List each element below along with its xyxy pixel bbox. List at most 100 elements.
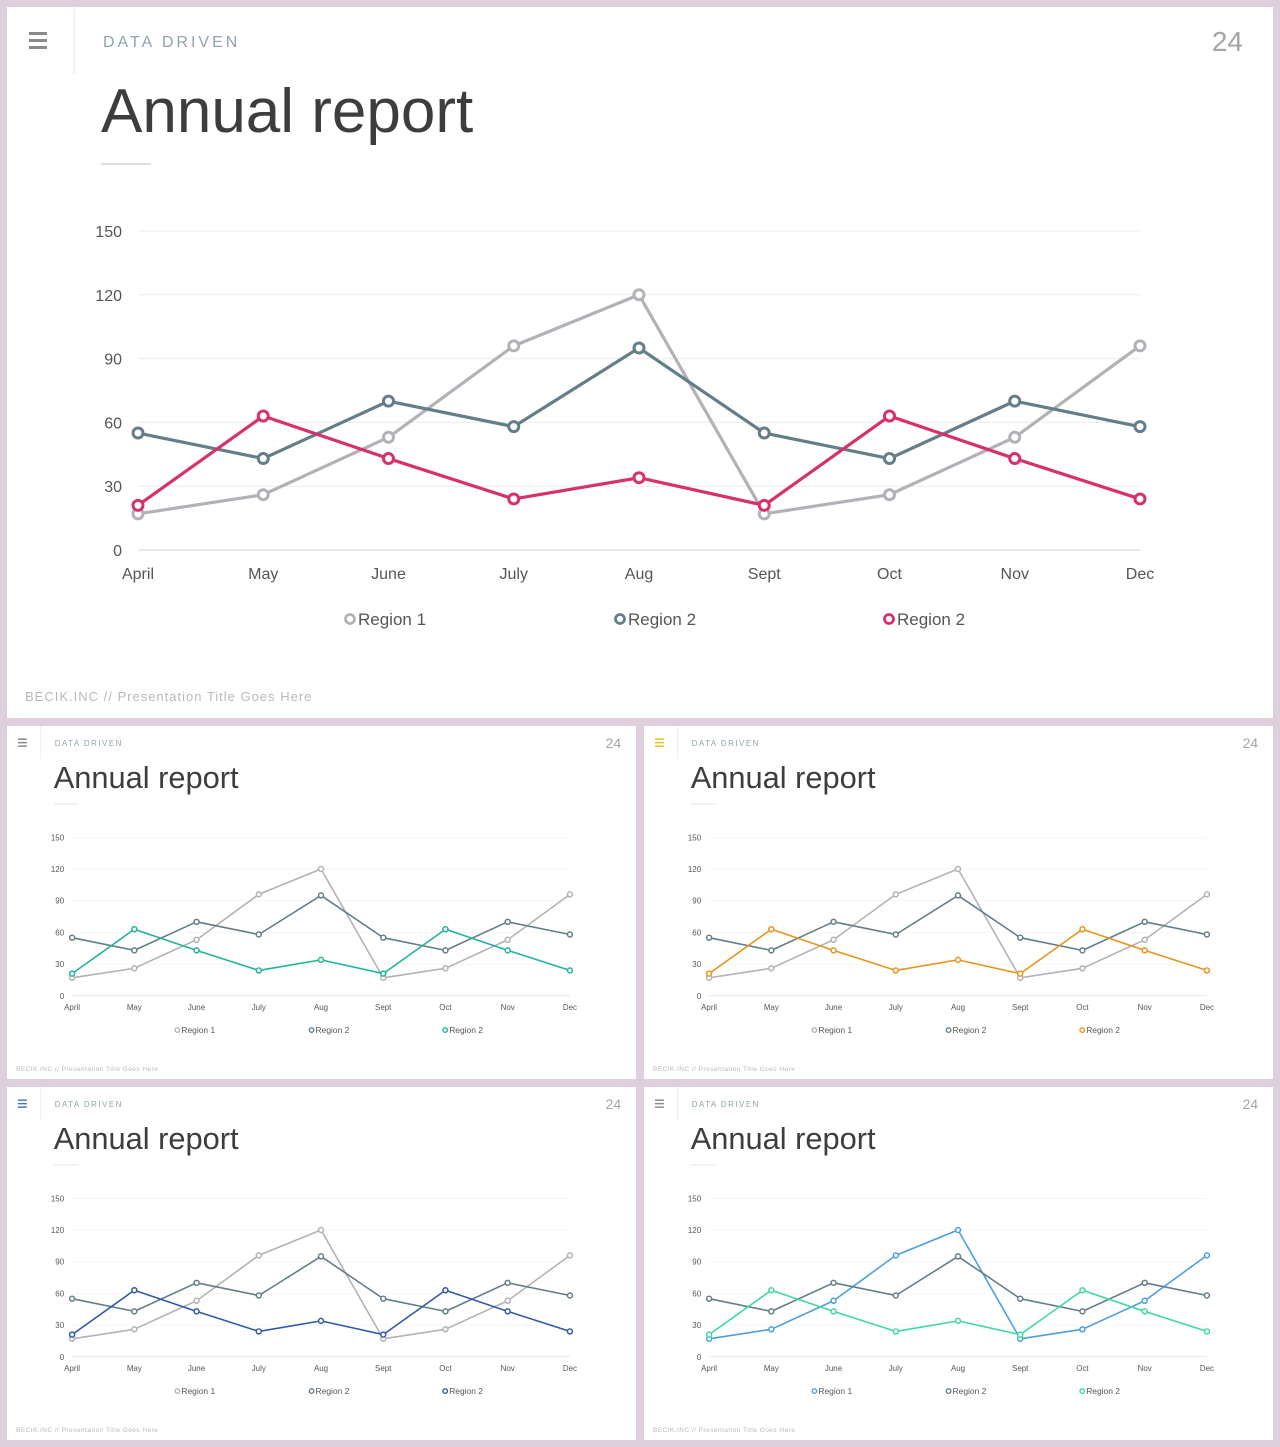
data-point [317, 892, 325, 899]
data-point [1079, 947, 1086, 954]
data-point [255, 1328, 263, 1335]
legend-label: Region 1 [181, 1025, 215, 1035]
series-line [71, 928, 571, 975]
data-point [1141, 918, 1148, 926]
data-point [193, 936, 200, 944]
x-tick-label: Aug [951, 1364, 965, 1373]
slide-thumb-2[interactable]: DATA DRIVEN 24 Annual report BECIK.INC // P… [644, 726, 1273, 1079]
data-point [193, 1308, 200, 1315]
legend-marker [1079, 1388, 1086, 1394]
menu-icon[interactable] [654, 738, 664, 747]
chart-grid: 0 30 60 90 120 150 [688, 1194, 1207, 1362]
x-tick-label: April [64, 1003, 80, 1012]
series-2 [68, 1253, 574, 1315]
legend-label: Region 2 [316, 1025, 350, 1035]
series-line [708, 1289, 1208, 1336]
menu-icon-bar [654, 745, 664, 747]
y-tick-label: 120 [688, 865, 702, 874]
x-tick-label: June [188, 1003, 206, 1012]
x-tick-label: May [127, 1003, 142, 1012]
y-tick-label: 30 [55, 1321, 64, 1330]
legend-circle-icon [344, 613, 356, 625]
legend-label: Region 2 [897, 610, 965, 629]
y-tick-label: 30 [692, 1321, 701, 1330]
menu-icon-bar [654, 1099, 664, 1101]
data-point [504, 947, 511, 954]
menu-icon-bar [654, 738, 664, 740]
y-tick-label: 120 [95, 288, 122, 305]
page-number: 24 [1212, 26, 1243, 57]
legend-marker [174, 1388, 181, 1394]
data-point [1133, 339, 1147, 353]
data-point [892, 931, 900, 938]
legend-circle-icon [1079, 1027, 1086, 1033]
page-title: Annual report [54, 1121, 239, 1156]
x-tick-label: July [889, 1364, 903, 1373]
y-tick-label: 30 [104, 479, 122, 496]
data-point [566, 1292, 574, 1299]
page-number: 24 [606, 735, 622, 751]
x-tick-label: Sept [1012, 1003, 1029, 1012]
data-point [1141, 947, 1148, 954]
x-tick-label: Sept [375, 1003, 392, 1012]
data-point [632, 288, 646, 302]
data-point [883, 452, 896, 466]
y-tick-label: 90 [692, 1258, 701, 1267]
data-point [1008, 430, 1022, 444]
y-tick-label: 150 [95, 224, 122, 241]
data-point [1008, 452, 1022, 466]
menu-icon[interactable] [29, 32, 47, 49]
slide-thumb-1[interactable]: DATA DRIVEN 24 Annual report BECIK.INC // P… [7, 726, 636, 1079]
slide-thumb-4[interactable]: DATA DRIVEN 24 Annual report BECIK.INC // P… [644, 1087, 1273, 1440]
data-point [1141, 1297, 1148, 1305]
data-point [566, 891, 574, 898]
menu-icon-bar [17, 1102, 27, 1105]
slide-svg: DATA DRIVEN 24 Annual report BECIK.INC // P… [16, 1087, 621, 1434]
legend-marker [945, 1388, 952, 1394]
legend-circle-icon [811, 1027, 818, 1033]
slide-svg: DATA DRIVEN 24 Annual report BECIK.INC // P… [653, 1087, 1258, 1434]
menu-icon-bar [17, 738, 27, 740]
data-point [380, 1295, 387, 1302]
x-tick-label: April [701, 1003, 717, 1012]
data-point [255, 891, 263, 898]
menu-icon[interactable] [17, 1099, 27, 1108]
x-tick-label: Nov [1001, 566, 1029, 583]
menu-icon-bar [17, 1106, 27, 1108]
chart-grid: 0 30 60 90 120 150 [688, 833, 1207, 1001]
data-point [892, 1252, 900, 1259]
data-point [830, 1297, 837, 1305]
series-line [137, 346, 1141, 461]
data-point [1079, 1286, 1086, 1294]
slide-thumb-3[interactable]: DATA DRIVEN 24 Annual report BECIK.INC // P… [7, 1087, 636, 1440]
series-2 [705, 1253, 1211, 1315]
data-point [1203, 967, 1211, 974]
slide-main: DATA DRIVEN 24 Annual report BECIK.INC // P… [7, 7, 1273, 718]
series-1 [705, 1226, 1211, 1343]
y-tick-label: 90 [55, 897, 64, 906]
legend-marker [811, 1027, 818, 1033]
menu-icon[interactable] [17, 738, 27, 747]
data-point [255, 1292, 263, 1299]
legend-label: Region 2 [1086, 1025, 1120, 1035]
data-point [1079, 925, 1086, 933]
data-point [1203, 891, 1211, 898]
data-point [1141, 1279, 1148, 1287]
data-point [317, 956, 325, 964]
x-tick-label: April [64, 1364, 80, 1373]
legend-marker [344, 613, 356, 625]
data-point [768, 947, 775, 954]
data-point [131, 1326, 138, 1333]
data-point [504, 918, 511, 926]
legend-label: Region 1 [358, 610, 426, 629]
menu-icon[interactable] [654, 1099, 664, 1108]
legend-circle-icon [308, 1388, 315, 1394]
data-point [442, 1308, 449, 1315]
data-point [131, 1286, 138, 1294]
data-point [1133, 420, 1147, 434]
x-tick-label: Dec [1200, 1003, 1214, 1012]
data-point [507, 339, 521, 353]
series-line [708, 928, 1208, 975]
y-tick-label: 90 [104, 352, 122, 369]
y-tick-label: 30 [692, 960, 701, 969]
